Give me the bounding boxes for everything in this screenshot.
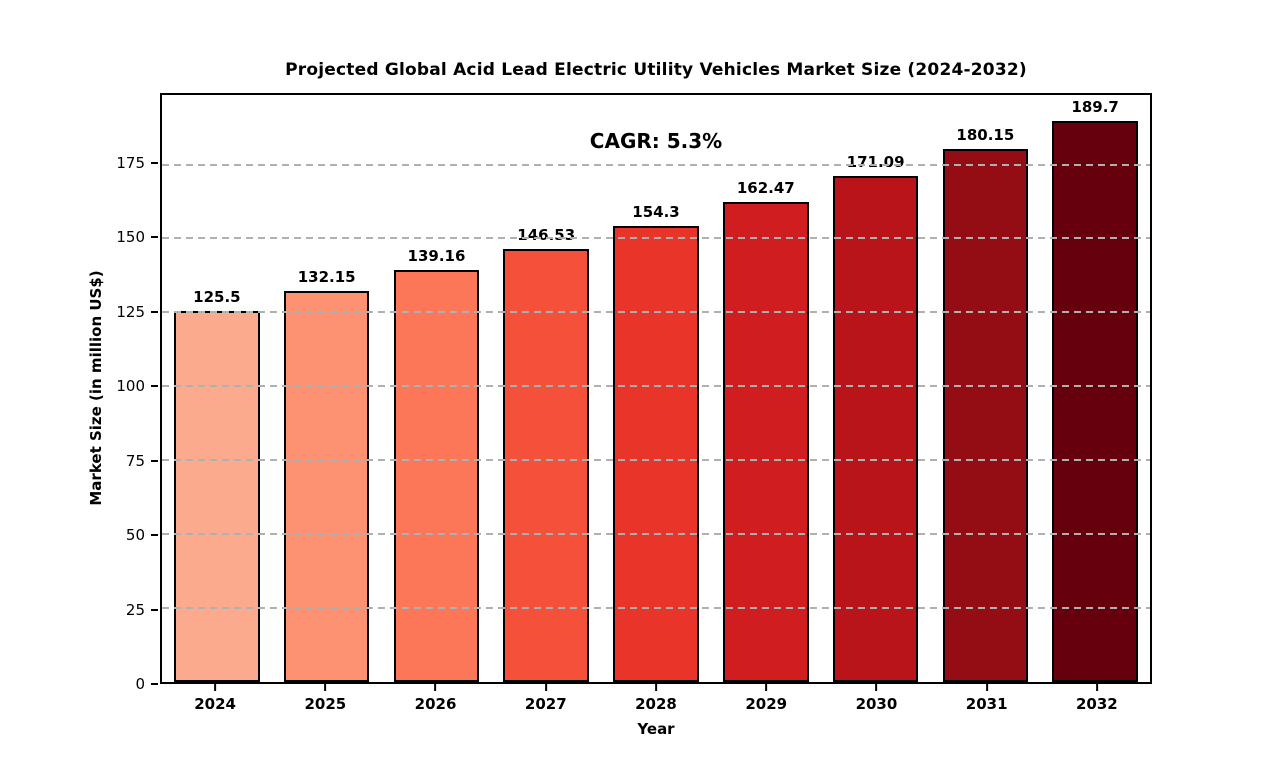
- plot-area: 125.5 132.15 139.16 146.53 154.3 162.47 171.09…: [160, 93, 1152, 684]
- chart-title: Projected Global Acid Lead Electric Util…: [285, 60, 1027, 80]
- bar-slot-2032: 189.7: [1040, 95, 1150, 682]
- y-tick-label: 125: [116, 302, 145, 321]
- x-axis-ticks: 2024 2025 2026 2027 2028 2029 2030 2031 2032: [160, 684, 1152, 724]
- x-tick-mark: [324, 684, 327, 691]
- x-tick-label: 2025: [304, 695, 347, 713]
- x-tick-label: 2028: [635, 695, 677, 713]
- x-axis-label: Year: [637, 720, 675, 738]
- x-tick-2024: 2024: [194, 684, 236, 713]
- x-tick-mark: [875, 684, 878, 691]
- y-tick-25: 25: [126, 601, 158, 619]
- y-tick-75: 75: [126, 452, 158, 470]
- x-tick-label: 2026: [414, 695, 457, 713]
- y-tick-175: 175: [116, 154, 158, 172]
- bar-value-label-2030: 171.09: [846, 153, 905, 172]
- bar-value-label-2032: 189.7: [1071, 98, 1119, 117]
- x-tick-label: 2029: [745, 695, 788, 713]
- x-tick-2027: 2027: [525, 684, 567, 713]
- y-tick-150: 150: [116, 228, 158, 246]
- y-tick-label: 50: [125, 526, 145, 545]
- x-tick-2028: 2028: [635, 684, 677, 713]
- bar-2030: 171.09: [832, 153, 919, 682]
- bar-slot-2029: 162.47: [711, 95, 821, 682]
- y-tick-mark: [151, 236, 158, 239]
- bar-value-label-2024: 125.5: [193, 287, 241, 306]
- x-tick-label: 2024: [194, 695, 236, 713]
- x-tick-mark: [765, 684, 768, 691]
- bar-slot-2026: 139.16: [382, 95, 492, 682]
- y-tick-0: 0: [135, 675, 158, 693]
- bar-slot-2025: 132.15: [272, 95, 382, 682]
- bars: 125.5 132.15 139.16 146.53 154.3 162.47 171.09…: [162, 95, 1150, 682]
- x-tick-label: 2030: [855, 695, 898, 713]
- x-tick-label: 2027: [524, 695, 567, 713]
- y-axis-ticks: 0 25 50 75 100 125 150 175: [0, 93, 158, 693]
- bar-2029: 162.47: [722, 179, 809, 682]
- y-tick-mark: [151, 161, 158, 164]
- x-tick-label: 2032: [1076, 695, 1118, 713]
- bar-2027: 146.53: [503, 226, 590, 682]
- bar-slot-2031: 180.15: [930, 95, 1040, 682]
- bar-2024: 125.5: [174, 288, 260, 682]
- y-tick-mark: [151, 683, 158, 685]
- x-tick-mark: [214, 684, 217, 691]
- x-tick-mark: [434, 684, 437, 691]
- bar-2026: 139.16: [393, 247, 480, 682]
- y-tick-mark: [151, 310, 158, 313]
- bar-value-label-2028: 154.3: [632, 202, 680, 221]
- x-tick-2032: 2032: [1076, 684, 1118, 713]
- y-tick-label: 175: [116, 153, 145, 172]
- y-tick-label: 100: [116, 377, 145, 396]
- bar-slot-2024: 125.5: [162, 95, 272, 682]
- x-tick-mark: [544, 684, 547, 691]
- y-tick-100: 100: [116, 377, 158, 395]
- y-tick-mark: [151, 459, 158, 462]
- y-tick-label: 75: [125, 451, 145, 470]
- bar-value-label-2027: 146.53: [517, 225, 576, 244]
- y-tick-label: 25: [125, 600, 145, 619]
- bar-value-label-2031: 180.15: [956, 126, 1015, 145]
- y-tick-label: 150: [116, 228, 145, 247]
- y-tick-125: 125: [116, 303, 158, 321]
- x-tick-mark: [655, 684, 657, 691]
- y-tick-mark: [151, 385, 158, 388]
- x-tick-mark: [985, 684, 988, 691]
- y-tick-mark: [151, 534, 158, 537]
- x-tick-2030: 2030: [855, 684, 898, 713]
- bar-value-label-2025: 132.15: [297, 268, 356, 287]
- bar-2025: 132.15: [283, 268, 370, 682]
- cagr-annotation: CAGR: 5.3%: [589, 129, 723, 153]
- y-tick-label: 0: [135, 675, 145, 693]
- bar-2032: 189.7: [1052, 98, 1138, 682]
- x-tick-2026: 2026: [414, 684, 457, 713]
- bar-value-label-2029: 162.47: [736, 178, 795, 197]
- x-tick-2029: 2029: [745, 684, 787, 713]
- bar-slot-2027: 146.53: [491, 95, 601, 682]
- x-tick-2025: 2025: [304, 684, 346, 713]
- y-tick-mark: [151, 608, 158, 611]
- bar-value-label-2026: 139.16: [407, 247, 466, 266]
- x-tick-2031: 2031: [966, 684, 1008, 713]
- bar-slot-2030: 171.09: [821, 95, 931, 682]
- x-tick-label: 2031: [965, 695, 1008, 713]
- bar-2031: 180.15: [942, 126, 1029, 682]
- y-tick-50: 50: [126, 526, 158, 544]
- bar-2028: 154.3: [613, 203, 699, 682]
- x-tick-mark: [1095, 684, 1098, 691]
- bar-slot-2028: 154.3: [601, 95, 711, 682]
